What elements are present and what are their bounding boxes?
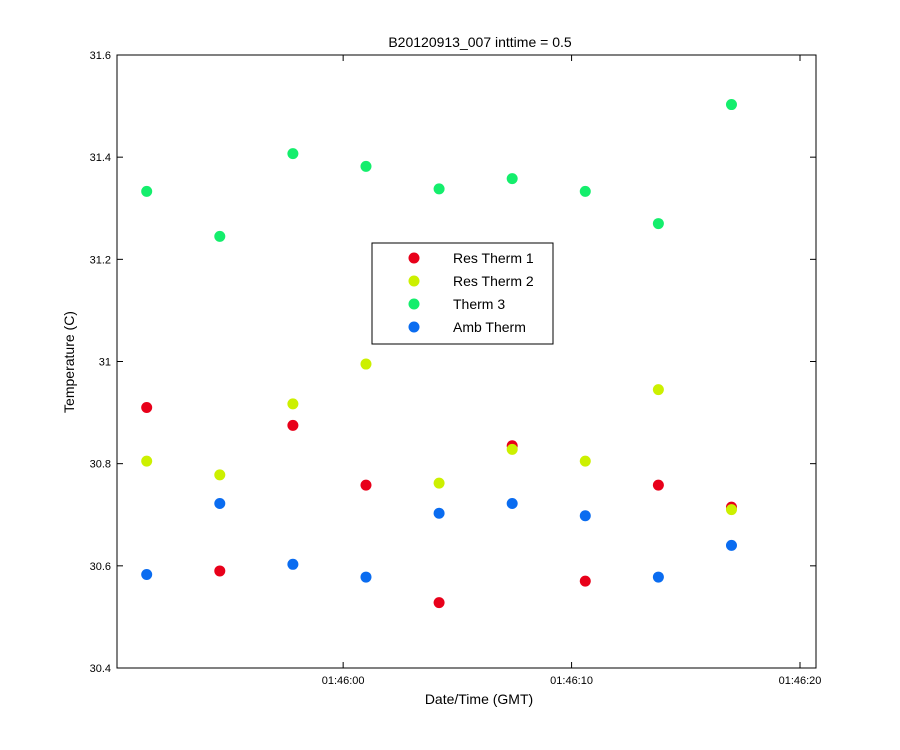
data-point — [579, 575, 591, 587]
data-point — [141, 569, 153, 581]
chart-title: B20120913_007 inttime = 0.5 — [388, 34, 572, 50]
data-point — [652, 571, 664, 583]
data-point — [360, 358, 372, 370]
data-point — [360, 479, 372, 491]
data-point — [506, 498, 518, 510]
x-axis: 01:46:00 01:46:10 01:46:20 — [322, 55, 822, 687]
plot-area — [116, 54, 817, 669]
y-axis-label: Temperature (C) — [61, 311, 77, 413]
y-axis: 30.4 30.6 30.8 31 31.2 31.4 31.6 — [90, 50, 816, 675]
legend-label: Res Therm 2 — [453, 273, 534, 289]
data-point — [214, 230, 226, 242]
data-point — [360, 160, 372, 172]
data-point — [287, 419, 299, 431]
data-point — [141, 185, 153, 197]
x-tick-label: 01:46:10 — [550, 675, 593, 687]
x-tick-label: 01:46:00 — [322, 675, 365, 687]
legend-label: Amb Therm — [453, 319, 526, 335]
legend: Res Therm 1 Res Therm 2 Therm 3 Amb Therm — [371, 242, 554, 345]
data-point — [433, 477, 445, 489]
data-point — [725, 504, 737, 516]
data-point — [725, 99, 737, 111]
y-tick-label: 30.6 — [90, 561, 111, 573]
data-point — [725, 539, 737, 551]
data-point — [652, 479, 664, 491]
data-point — [214, 498, 226, 510]
data-point — [141, 455, 153, 467]
legend-marker — [408, 298, 420, 310]
data-point — [652, 384, 664, 396]
data-point — [360, 571, 372, 583]
data-points — [141, 99, 737, 609]
y-tick-label: 31 — [99, 357, 111, 369]
y-tick-label: 31.4 — [90, 152, 111, 164]
data-point — [433, 597, 445, 609]
x-axis-label: Date/Time (GMT) — [425, 691, 533, 707]
data-point — [506, 173, 518, 185]
legend-marker — [408, 275, 420, 287]
data-point — [579, 185, 591, 197]
data-point — [433, 507, 445, 519]
data-point — [214, 565, 226, 577]
y-tick-label: 30.4 — [90, 663, 111, 675]
legend-marker — [408, 252, 420, 264]
data-point — [287, 558, 299, 570]
data-point — [287, 148, 299, 160]
legend-label: Therm 3 — [453, 296, 505, 312]
legend-box — [371, 242, 554, 345]
y-tick-label: 31.6 — [90, 50, 111, 62]
x-tick-label: 01:46:20 — [779, 675, 822, 687]
data-point — [652, 218, 664, 230]
y-tick-label: 30.8 — [90, 459, 111, 471]
data-point — [433, 183, 445, 195]
y-tick-label: 31.2 — [90, 254, 111, 266]
legend-marker — [408, 321, 420, 333]
data-point — [214, 469, 226, 481]
data-point — [579, 510, 591, 522]
data-point — [287, 398, 299, 410]
data-point — [141, 401, 153, 413]
data-point — [506, 443, 518, 455]
legend-label: Res Therm 1 — [453, 250, 534, 266]
data-point — [579, 455, 591, 467]
